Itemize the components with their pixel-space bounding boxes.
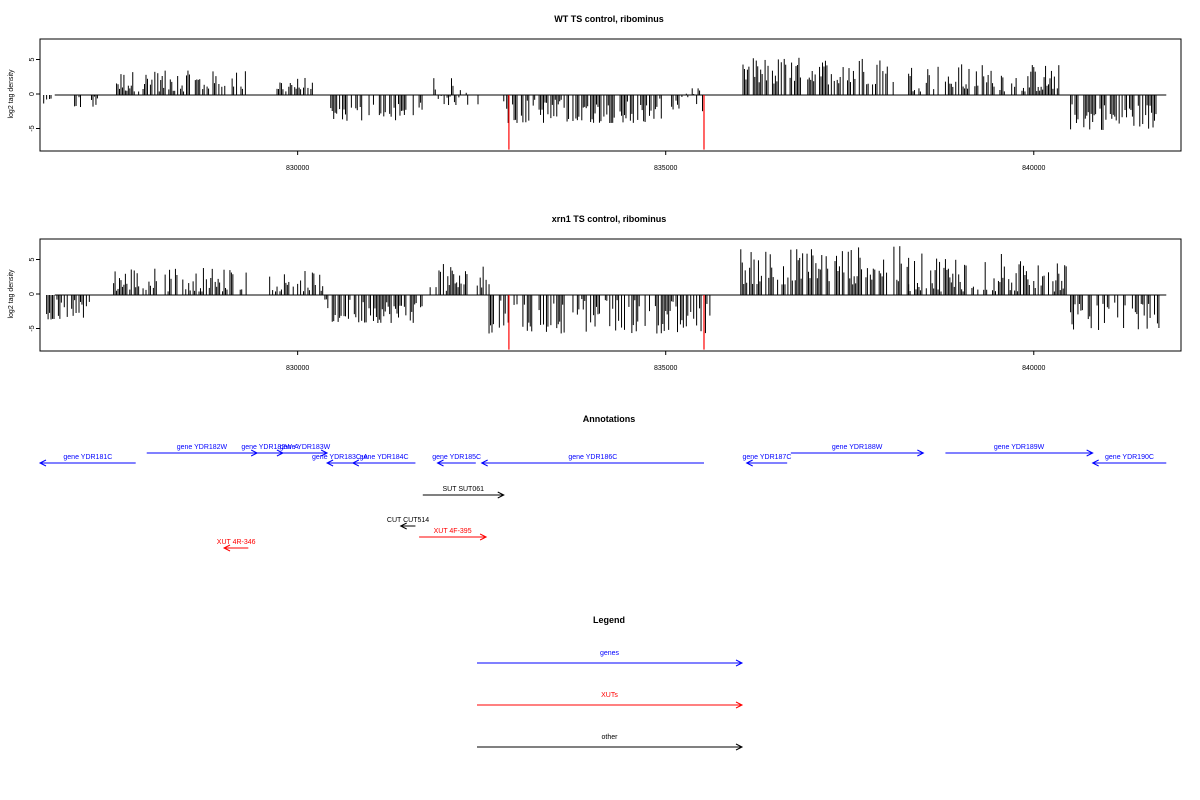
feature-arrowhead: [399, 522, 407, 530]
feature-label: gene YDR181C: [63, 454, 112, 461]
feature-arrowhead: [436, 459, 444, 467]
y-tick-label: 0: [29, 292, 36, 296]
feature-arrowhead: [320, 449, 329, 457]
plot-frame-wt: [39, 38, 1182, 152]
x-tick-label: 835000: [654, 365, 677, 372]
feature-arrowhead: [38, 459, 47, 467]
feature-arrowhead: [351, 459, 360, 467]
y-axis-label-wt: log2 tag density: [8, 69, 15, 119]
density-bars-xrn1: [46, 246, 1167, 350]
feature-label: gene YDR182W-A: [241, 444, 299, 451]
x-axis-ticks-xrn1: 830000 835000 840000: [286, 351, 1046, 372]
feature-label: gene YDR183W: [280, 444, 331, 451]
feature-arrowhead: [917, 449, 925, 457]
y-axis-ticks-wt: 5 0 -5: [29, 57, 40, 132]
feature-arrowhead: [497, 491, 505, 499]
legend-label: other: [602, 734, 619, 741]
legend-label: XUTs: [601, 692, 618, 699]
feature-label: gene YDR188W: [832, 444, 883, 451]
feature-arrowhead: [745, 459, 753, 467]
legend-section: Legend genes XUTs other: [477, 615, 744, 751]
legend-label: genes: [600, 650, 620, 657]
feature-label: gene YDR185C: [432, 454, 481, 461]
x-axis-ticks-wt: 830000 835000 840000: [286, 151, 1046, 172]
feature-label: XUT 4F-395: [434, 528, 472, 535]
track-title-wt: WT TS control, ribominus: [554, 14, 664, 24]
annotations-section: Annotations gene YDR181C gene YDR182W gene…: [38, 414, 1167, 552]
plot-frame-xrn1: [39, 238, 1182, 352]
track-panel-xrn1: xrn1 TS control, ribominus log2 tag dens…: [8, 214, 1182, 372]
feature-arrowhead: [325, 459, 334, 467]
legend-arrowhead: [735, 743, 744, 751]
x-tick-label: 830000: [286, 365, 309, 372]
x-tick-label: 840000: [1022, 365, 1045, 372]
feature-label: SUT SUT061: [443, 486, 485, 493]
y-tick-label: -5: [29, 125, 36, 131]
y-axis-ticks-xrn1: 5 0 -5: [29, 257, 40, 332]
feature-label: gene YDR189W: [994, 444, 1045, 451]
feature-arrowhead: [1091, 459, 1099, 467]
feature-label: gene YDR183C-A: [312, 454, 368, 461]
x-tick-label: 840000: [1022, 165, 1045, 172]
feature-arrowhead: [479, 533, 488, 541]
feature-label: CUT CUT514: [387, 517, 429, 524]
x-tick-label: 830000: [286, 165, 309, 172]
y-tick-label: 5: [29, 57, 36, 61]
feature-label: gene YDR184C: [360, 454, 409, 461]
feature-label: gene YDR182W: [177, 444, 228, 451]
feature-arrowhead: [1086, 449, 1094, 457]
track-panel-wt: WT TS control, ribominus log2 tag densit…: [8, 14, 1182, 172]
feature-label: gene YDR190C: [1105, 454, 1154, 461]
feature-arrowhead: [480, 459, 488, 467]
legend-entries: genes XUTs other: [477, 650, 744, 751]
feature-label: XUT 4R-346: [217, 539, 256, 546]
x-tick-label: 835000: [654, 165, 677, 172]
density-bars-wt: [43, 57, 1167, 150]
feature-label: gene YDR187C: [742, 454, 791, 461]
legend-arrowhead: [735, 659, 744, 667]
feature-arrowhead: [222, 544, 231, 552]
y-tick-label: 5: [29, 257, 36, 261]
legend-arrowhead: [735, 701, 744, 709]
y-tick-label: -5: [29, 325, 36, 331]
feature-label: gene YDR186C: [568, 454, 617, 461]
legend-title: Legend: [593, 615, 625, 625]
annotations-title: Annotations: [583, 414, 636, 424]
y-axis-label-xrn1: log2 tag density: [8, 269, 15, 319]
track-title-xrn1: xrn1 TS control, ribominus: [552, 214, 667, 224]
y-tick-label: 0: [29, 92, 36, 96]
